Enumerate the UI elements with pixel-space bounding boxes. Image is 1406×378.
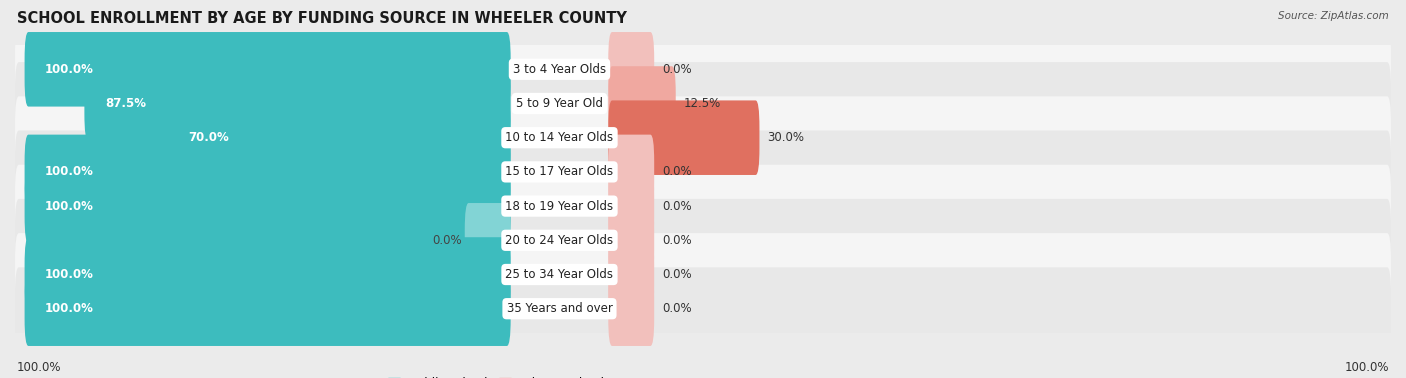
Text: Source: ZipAtlas.com: Source: ZipAtlas.com	[1278, 11, 1389, 21]
FancyBboxPatch shape	[15, 96, 1391, 179]
Text: 0.0%: 0.0%	[662, 234, 692, 247]
Text: 0.0%: 0.0%	[662, 166, 692, 178]
FancyBboxPatch shape	[465, 203, 510, 277]
Text: 20 to 24 Year Olds: 20 to 24 Year Olds	[505, 234, 613, 247]
Text: 100.0%: 100.0%	[17, 361, 62, 374]
Text: 10 to 14 Year Olds: 10 to 14 Year Olds	[505, 131, 613, 144]
FancyBboxPatch shape	[15, 199, 1391, 282]
Text: 35 Years and over: 35 Years and over	[506, 302, 613, 315]
FancyBboxPatch shape	[609, 32, 654, 107]
FancyBboxPatch shape	[24, 271, 510, 346]
Text: 0.0%: 0.0%	[432, 234, 461, 247]
FancyBboxPatch shape	[15, 28, 1391, 111]
FancyBboxPatch shape	[24, 32, 510, 107]
FancyBboxPatch shape	[15, 130, 1391, 213]
Text: 100.0%: 100.0%	[45, 166, 94, 178]
Text: SCHOOL ENROLLMENT BY AGE BY FUNDING SOURCE IN WHEELER COUNTY: SCHOOL ENROLLMENT BY AGE BY FUNDING SOUR…	[17, 11, 627, 26]
Text: 0.0%: 0.0%	[662, 63, 692, 76]
Text: 12.5%: 12.5%	[683, 97, 721, 110]
Text: 100.0%: 100.0%	[45, 63, 94, 76]
Text: 100.0%: 100.0%	[45, 302, 94, 315]
FancyBboxPatch shape	[15, 165, 1391, 248]
FancyBboxPatch shape	[609, 169, 654, 243]
FancyBboxPatch shape	[15, 233, 1391, 316]
Legend: Public School, Private School: Public School, Private School	[388, 377, 605, 378]
Text: 18 to 19 Year Olds: 18 to 19 Year Olds	[505, 200, 613, 212]
Text: 15 to 17 Year Olds: 15 to 17 Year Olds	[505, 166, 613, 178]
FancyBboxPatch shape	[24, 169, 510, 243]
FancyBboxPatch shape	[15, 62, 1391, 145]
Text: 0.0%: 0.0%	[662, 200, 692, 212]
Text: 87.5%: 87.5%	[105, 97, 146, 110]
Text: 30.0%: 30.0%	[768, 131, 804, 144]
FancyBboxPatch shape	[15, 267, 1391, 350]
FancyBboxPatch shape	[609, 101, 759, 175]
Text: 70.0%: 70.0%	[188, 131, 229, 144]
FancyBboxPatch shape	[609, 203, 654, 277]
Text: 0.0%: 0.0%	[662, 268, 692, 281]
FancyBboxPatch shape	[609, 135, 654, 209]
FancyBboxPatch shape	[24, 135, 510, 209]
FancyBboxPatch shape	[609, 271, 654, 346]
Text: 25 to 34 Year Olds: 25 to 34 Year Olds	[506, 268, 613, 281]
FancyBboxPatch shape	[609, 237, 654, 312]
Text: 5 to 9 Year Old: 5 to 9 Year Old	[516, 97, 603, 110]
FancyBboxPatch shape	[24, 237, 510, 312]
Text: 100.0%: 100.0%	[1344, 361, 1389, 374]
FancyBboxPatch shape	[84, 66, 510, 141]
Text: 100.0%: 100.0%	[45, 268, 94, 281]
Text: 0.0%: 0.0%	[662, 302, 692, 315]
Text: 100.0%: 100.0%	[45, 200, 94, 212]
Text: 3 to 4 Year Olds: 3 to 4 Year Olds	[513, 63, 606, 76]
FancyBboxPatch shape	[169, 101, 510, 175]
FancyBboxPatch shape	[609, 66, 676, 141]
